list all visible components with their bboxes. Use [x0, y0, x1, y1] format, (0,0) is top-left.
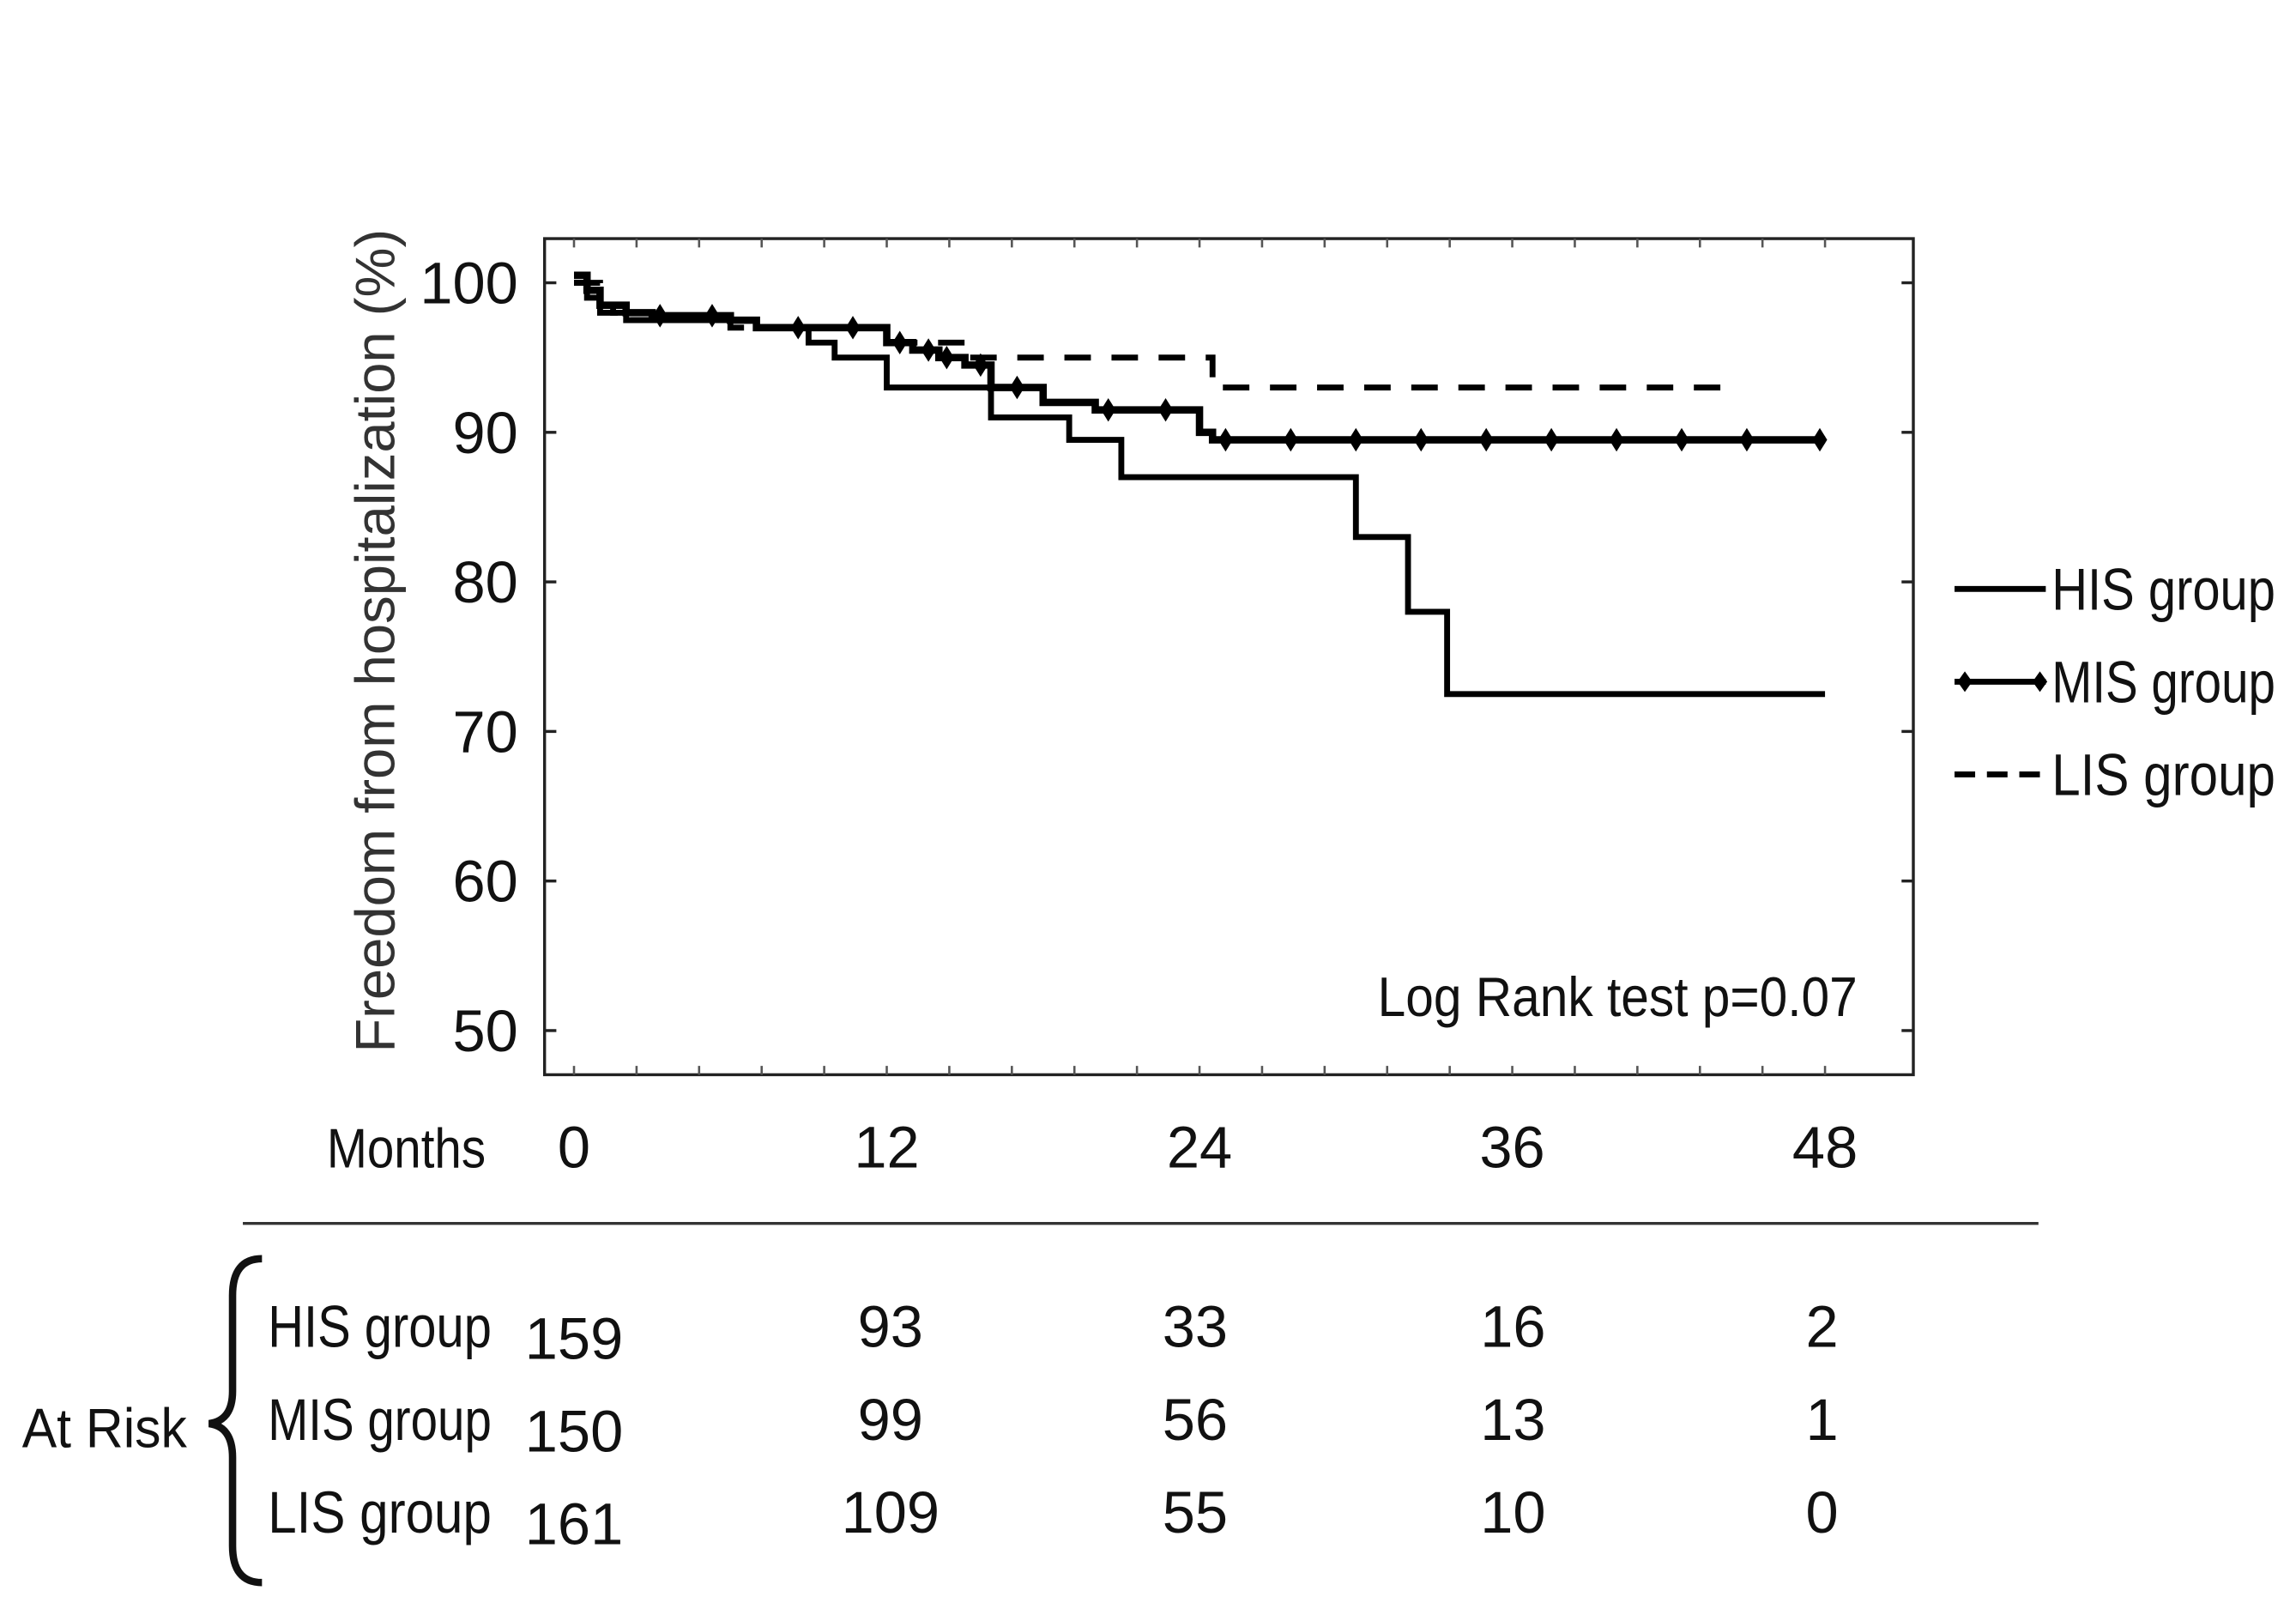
censor-mark: [704, 304, 720, 328]
at-risk-group-label: MIS group: [268, 1387, 492, 1453]
annotation-logrank: Log Rank test p=0.07: [1378, 965, 1858, 1028]
y-tick-label: 80: [452, 549, 517, 615]
censor-mark: [921, 338, 936, 362]
censor-mark: [1812, 427, 1828, 452]
legend-label: LIS group: [2051, 741, 2275, 807]
at-risk-count: 93: [858, 1294, 923, 1360]
at-risk-count: 109: [842, 1479, 940, 1545]
censor-mark: [1101, 397, 1116, 422]
legend-label: HIS group: [2051, 556, 2275, 622]
at-risk-count: 161: [525, 1491, 623, 1557]
at-risk-count: 2: [1806, 1294, 1839, 1360]
at-risk-count: 0: [1806, 1479, 1839, 1545]
legend-censor-mark: [2032, 671, 2048, 693]
y-tick-label: 50: [452, 998, 517, 1064]
x-tick-label: 0: [558, 1114, 590, 1180]
x-tick-label: 36: [1479, 1114, 1544, 1180]
y-axis-label: Freedom from hospitalization (%): [344, 229, 407, 1053]
at-risk-count: 33: [1163, 1294, 1228, 1360]
censor-mark: [1674, 427, 1689, 452]
censor-mark: [1009, 375, 1024, 400]
plot-frame: [542, 237, 1915, 1077]
x-axis-label: Months: [327, 1116, 486, 1179]
series-line-lis: [574, 280, 1721, 390]
at-risk-count: 1: [1806, 1387, 1839, 1453]
at-risk-count: 150: [525, 1399, 623, 1465]
at-risk-group-label: HIS group: [268, 1294, 492, 1360]
at-risk-count: 10: [1480, 1479, 1545, 1545]
censor-mark: [845, 316, 861, 340]
x-tick-label: 24: [1167, 1114, 1232, 1180]
x-tick-label: 48: [1792, 1114, 1858, 1180]
y-tick-label: 60: [452, 849, 517, 915]
censor-mark: [1739, 427, 1755, 452]
series-line-his: [574, 280, 1826, 698]
at-risk-count: 56: [1163, 1387, 1228, 1453]
censor-mark: [790, 316, 806, 340]
at-risk-count: 159: [525, 1305, 623, 1371]
censor-mark: [1413, 427, 1429, 452]
censor-mark: [1217, 427, 1233, 452]
y-tick-label: 70: [452, 699, 517, 765]
at-risk-count: 13: [1480, 1387, 1545, 1453]
legend-censor-mark: [1957, 671, 1973, 693]
x-tick-label: 12: [854, 1114, 919, 1180]
at-risk-label: At Risk: [22, 1396, 188, 1459]
at-risk-count: 55: [1163, 1479, 1228, 1545]
censor-mark: [652, 304, 668, 328]
y-tick-label: 100: [420, 251, 517, 317]
series-line-mis: [574, 271, 1826, 444]
at-risk-brace: [208, 1255, 263, 1587]
censor-mark: [1283, 427, 1298, 452]
at-risk-count: 99: [858, 1387, 923, 1453]
at-risk-group-label: LIS group: [268, 1479, 492, 1545]
legend-label: MIS group: [2051, 649, 2275, 715]
at-risk-count: 16: [1480, 1294, 1545, 1360]
censor-mark: [1348, 427, 1363, 452]
y-tick-label: 90: [452, 400, 517, 466]
censor-mark: [1544, 427, 1559, 452]
censor-mark: [1478, 427, 1494, 452]
censor-mark: [1609, 427, 1624, 452]
censor-mark: [1157, 397, 1174, 422]
